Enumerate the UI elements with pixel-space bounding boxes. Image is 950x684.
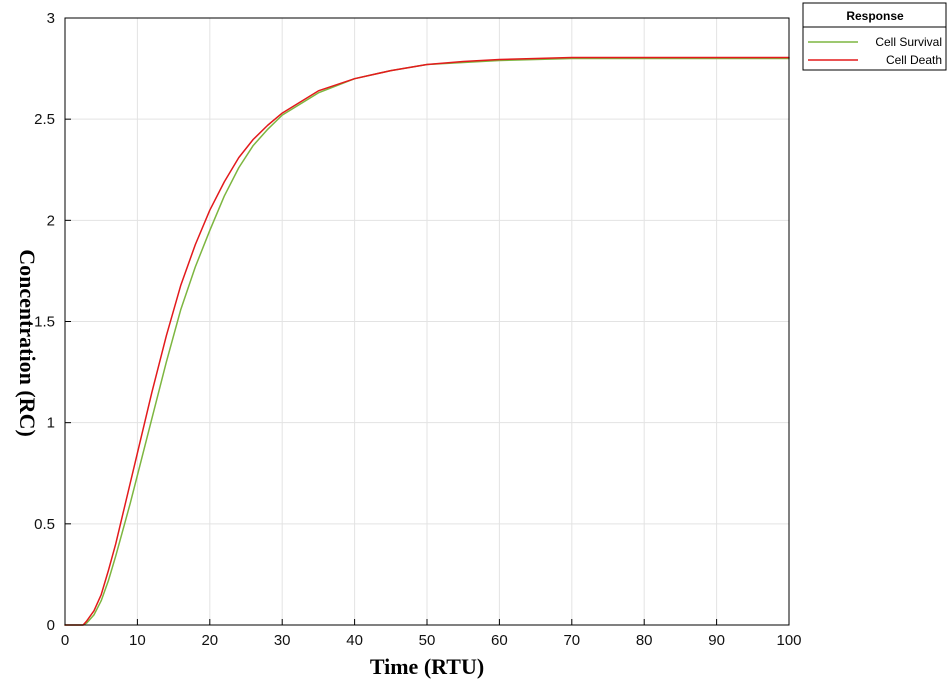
legend-label-cell-survival: Cell Survival (875, 35, 942, 49)
x-tick-label: 40 (346, 632, 363, 649)
legend: Response Cell Survival Cell Death (802, 2, 947, 71)
y-tick-label: 1.5 (34, 314, 55, 331)
y-tick-label: 0.5 (34, 516, 55, 533)
x-tick-label: 50 (419, 632, 436, 649)
plot-frame (64, 17, 790, 626)
x-tick-label: 70 (563, 632, 580, 649)
legend-title: Response (846, 9, 904, 23)
x-tick-label: 0 (61, 632, 69, 649)
x-tick-label: 80 (636, 632, 653, 649)
legend-label-cell-death: Cell Death (886, 53, 942, 67)
legend-box (802, 2, 947, 71)
y-tick-label: 2.5 (34, 111, 55, 128)
y-axis-title: Concentration (RC) (15, 249, 40, 437)
x-tick-label: 90 (708, 632, 725, 649)
y-axis-ticks: 0 0.5 1 1.5 2 2.5 3 (34, 10, 71, 634)
x-tick-label: 10 (129, 632, 146, 649)
x-tick-label: 100 (776, 632, 801, 649)
grid-lines (65, 18, 789, 625)
series-line-cell-death (64, 56, 790, 626)
x-tick-label: 60 (491, 632, 508, 649)
y-tick-label: 1 (47, 415, 55, 432)
x-axis-ticks: 0 10 20 30 40 50 60 70 80 90 100 (61, 619, 802, 649)
y-tick-label: 2 (47, 212, 55, 229)
y-tick-label: 3 (47, 10, 55, 27)
series-line-cell-survival (64, 57, 790, 626)
x-tick-label: 30 (274, 632, 291, 649)
series-layer (64, 56, 790, 626)
x-tick-label: 20 (201, 632, 218, 649)
y-tick-label: 0 (47, 617, 55, 634)
x-axis-title: Time (RTU) (370, 654, 484, 679)
